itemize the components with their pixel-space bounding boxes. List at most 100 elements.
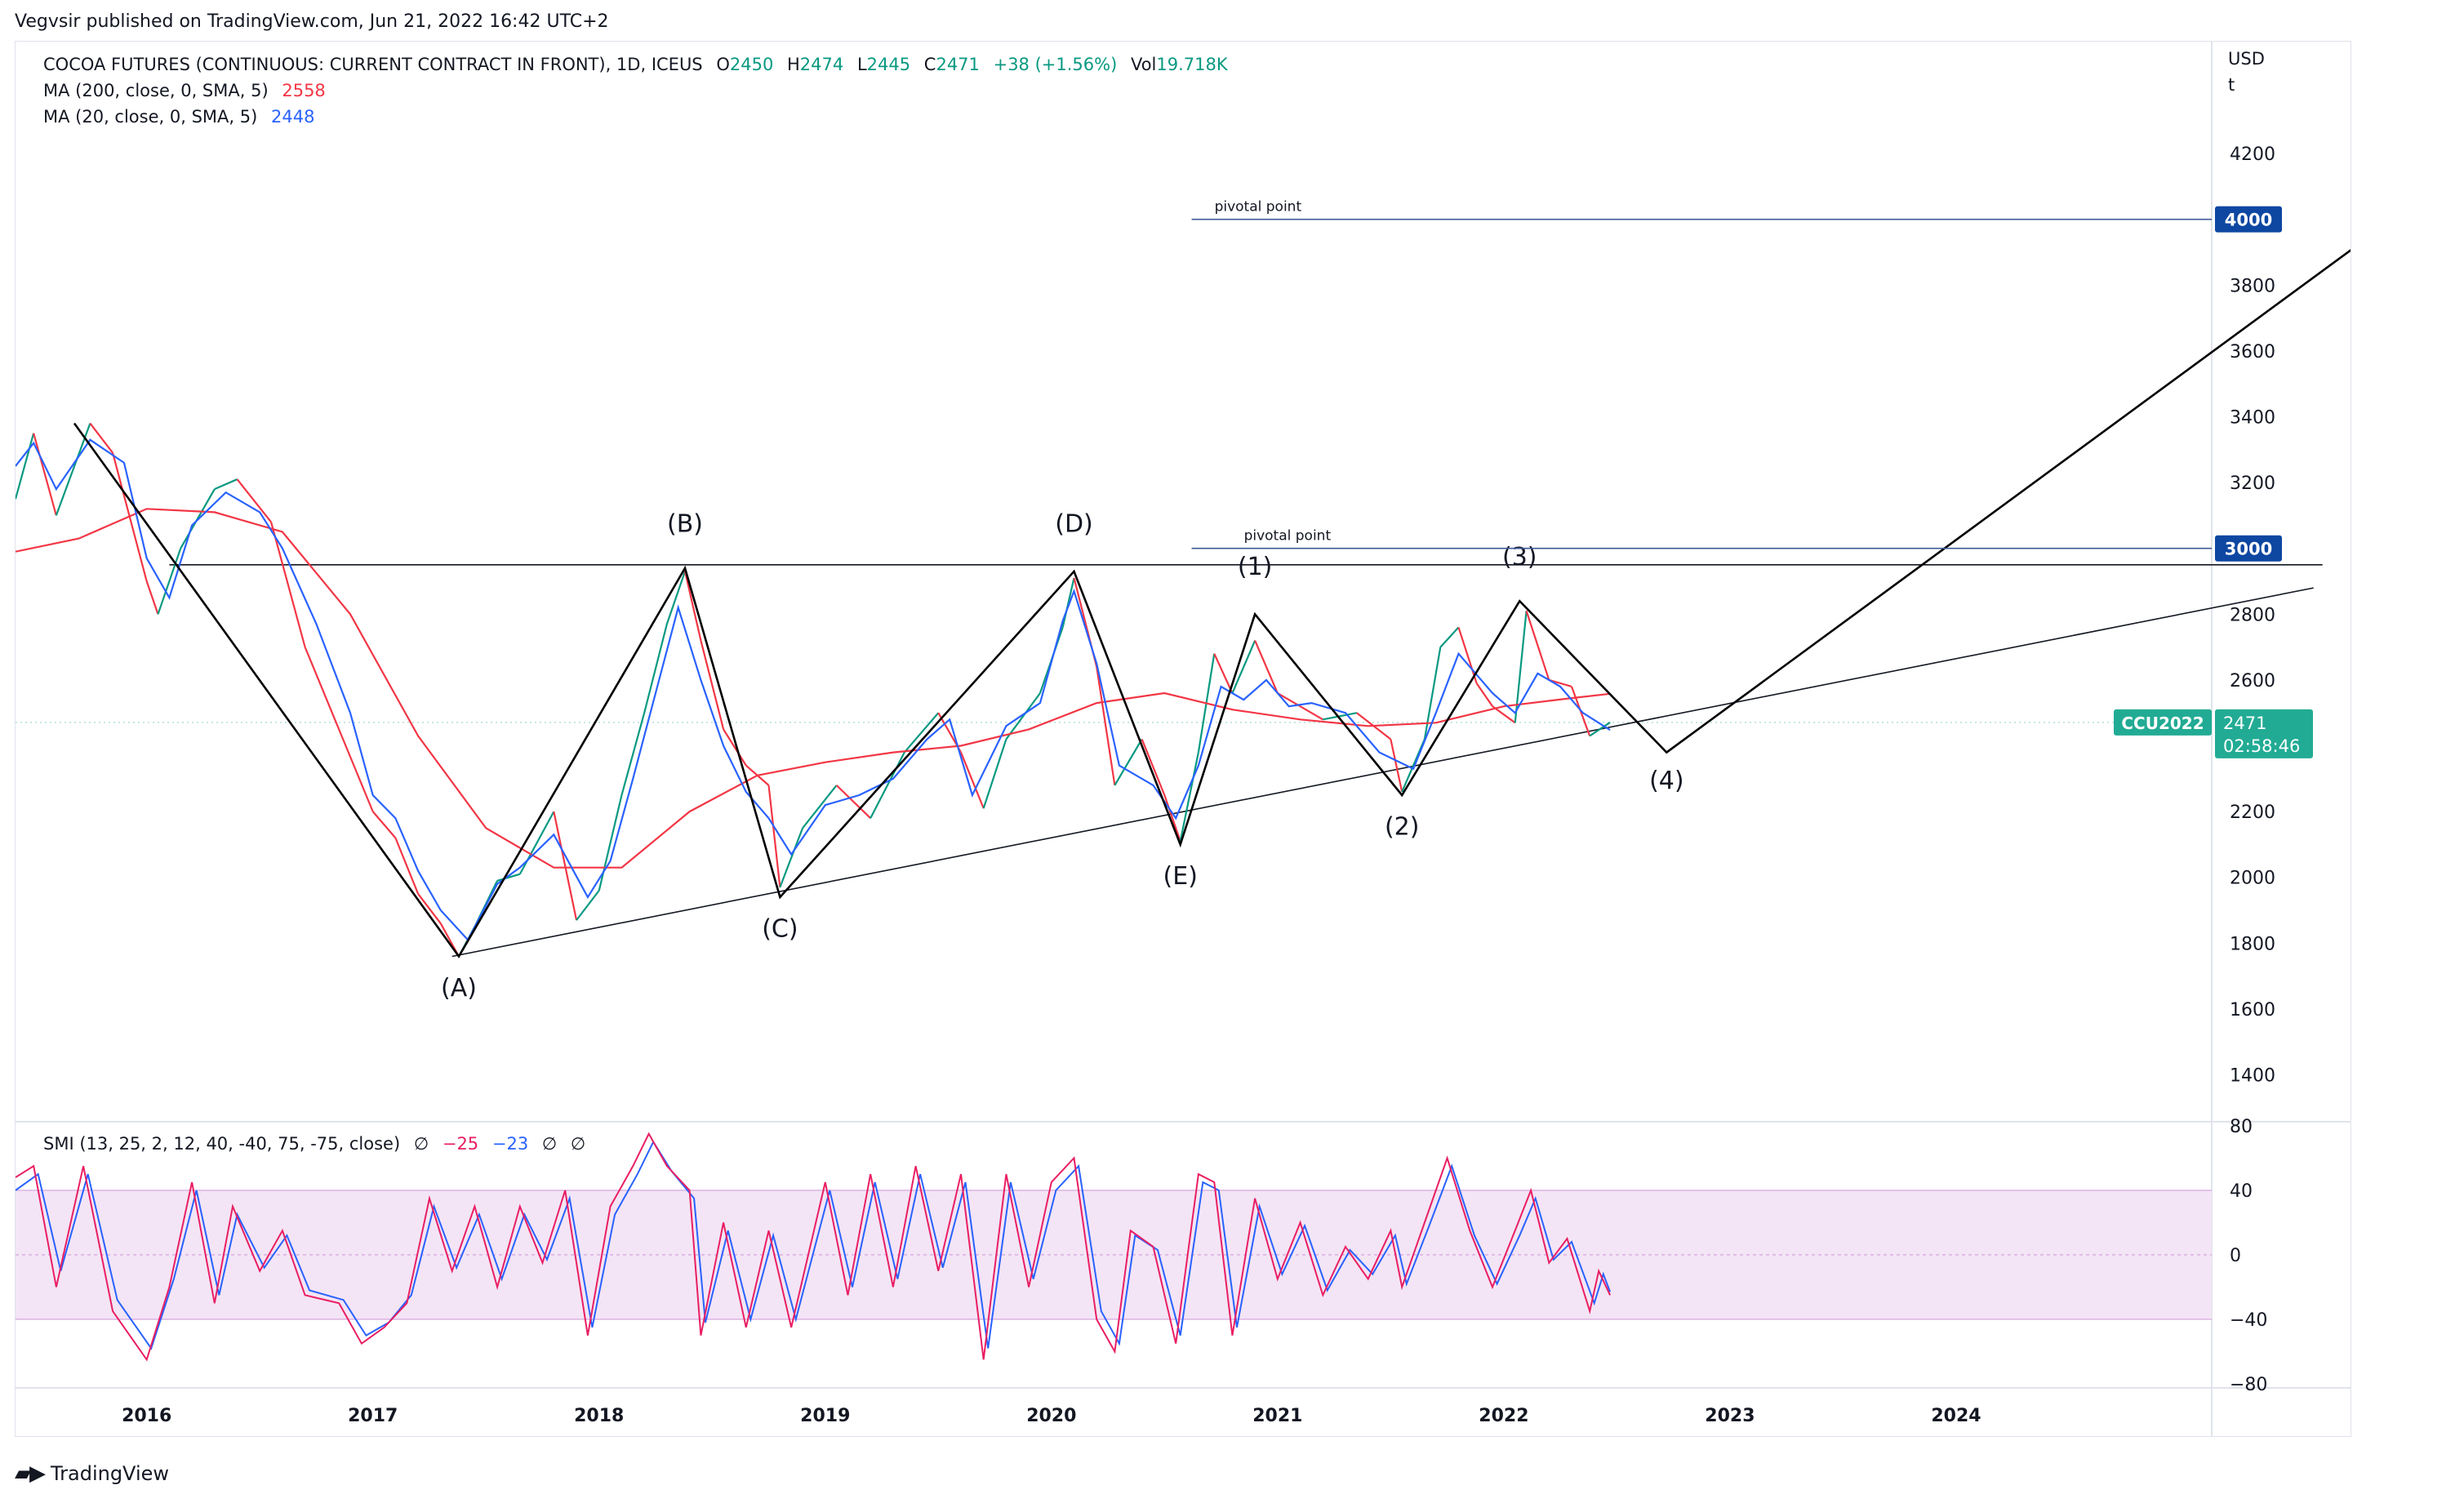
legend-change: +38 (+1.56%) bbox=[993, 55, 1118, 74]
price-tick-label: 2800 bbox=[2230, 605, 2275, 625]
symbol-badge-label: CCU2022 bbox=[2121, 714, 2204, 733]
legend-symbol-title[interactable]: COCOA FUTURES (CONTINUOUS: CURRENT CONTR… bbox=[43, 55, 703, 74]
price-segment bbox=[598, 794, 623, 892]
wave-label: (A) bbox=[441, 974, 477, 1003]
legend-ma200-value: 2558 bbox=[282, 81, 326, 100]
smi-tick-label: −80 bbox=[2230, 1375, 2267, 1395]
legend-smi-row[interactable]: SMI (13, 25, 2, 12, 40, -40, 75, -75, cl… bbox=[43, 1134, 594, 1154]
price-segment bbox=[1163, 794, 1181, 842]
price-segment bbox=[1323, 712, 1358, 721]
chart-svg[interactable]: USDt140016001800200022002400260028003000… bbox=[16, 42, 2351, 1436]
wave-label: (4) bbox=[1649, 767, 1684, 795]
pivot-badge-label: 3000 bbox=[2225, 540, 2272, 559]
legend-close-label: C bbox=[923, 55, 936, 74]
chart-frame[interactable]: USDt140016001800200022002400260028003000… bbox=[15, 41, 2351, 1437]
price-axis-unit: t bbox=[2228, 75, 2235, 95]
price-segment bbox=[767, 785, 781, 887]
legend-smi-label: SMI (13, 25, 2, 12, 40, -40, 75, -75, cl… bbox=[43, 1134, 401, 1154]
time-tick-label: 2022 bbox=[1479, 1406, 1528, 1426]
time-tick-label: 2021 bbox=[1252, 1406, 1302, 1426]
price-segment bbox=[371, 811, 397, 839]
legend-vol-value: 19.718K bbox=[1156, 55, 1228, 74]
pivot-label: pivotal point bbox=[1244, 528, 1332, 545]
price-tick-label: 1400 bbox=[2230, 1066, 2275, 1087]
price-segment bbox=[214, 478, 238, 491]
price-tick-label: 3400 bbox=[2230, 407, 2275, 428]
smi-tick-label: −40 bbox=[2230, 1310, 2267, 1331]
price-segment bbox=[959, 752, 985, 809]
price-segment bbox=[496, 873, 521, 882]
legend-open-value: 2450 bbox=[729, 55, 774, 74]
ma20-line bbox=[16, 438, 1611, 942]
legend-ma200-row[interactable]: MA (200, close, 0, SMA, 5) 2558 bbox=[43, 81, 334, 100]
pivot-badge bbox=[2215, 535, 2282, 562]
price-segment bbox=[620, 712, 646, 796]
price-segment bbox=[1589, 721, 1611, 737]
price-segment bbox=[394, 837, 420, 895]
price-segment bbox=[802, 785, 838, 829]
price-segment bbox=[236, 478, 272, 523]
price-segment bbox=[576, 890, 600, 921]
elliott-wave-line bbox=[73, 248, 2351, 958]
legend-vol-label: Vol bbox=[1130, 55, 1157, 74]
wave-label: (1) bbox=[1238, 553, 1273, 581]
price-segment bbox=[304, 647, 340, 730]
price-segment bbox=[683, 571, 702, 641]
price-segment bbox=[145, 580, 159, 615]
tradingview-logo-icon: ▰▶ bbox=[15, 1461, 46, 1486]
price-axis-currency: USD bbox=[2228, 49, 2265, 69]
price-tick-label: 3200 bbox=[2230, 474, 2275, 494]
price-tick-label: 3600 bbox=[2230, 342, 2275, 362]
wave-label: (E) bbox=[1163, 862, 1198, 891]
legend-low-label: L bbox=[856, 55, 867, 74]
price-segment bbox=[338, 728, 374, 812]
price-segment bbox=[89, 422, 113, 454]
wave-label: (D) bbox=[1055, 510, 1093, 539]
price-segment bbox=[1213, 653, 1234, 694]
price-segment bbox=[1096, 666, 1116, 786]
price-tick-label: 3800 bbox=[2230, 276, 2275, 296]
price-segment bbox=[870, 752, 905, 819]
price-segment bbox=[1514, 611, 1528, 723]
price-segment bbox=[1423, 647, 1442, 740]
price-segment bbox=[643, 624, 668, 714]
price-segment bbox=[518, 811, 555, 875]
legend-high-value: 2474 bbox=[799, 55, 844, 74]
legend-symbol-row: COCOA FUTURES (CONTINUOUS: CURRENT CONTR… bbox=[43, 55, 1236, 74]
smi-line bbox=[16, 1132, 1612, 1362]
wave-label: (2) bbox=[1385, 812, 1420, 841]
legend-open-label: O bbox=[716, 55, 730, 74]
time-tick-label: 2023 bbox=[1705, 1406, 1755, 1426]
price-segment bbox=[33, 433, 57, 516]
price-segment bbox=[1114, 738, 1143, 786]
price-segment bbox=[1231, 640, 1256, 694]
price-segment bbox=[1475, 683, 1493, 707]
pivot-badge-label: 4000 bbox=[2225, 211, 2272, 230]
price-segment bbox=[723, 728, 747, 767]
time-tick-label: 2016 bbox=[122, 1406, 171, 1426]
price-segment bbox=[1254, 640, 1279, 694]
price-segment bbox=[1548, 678, 1572, 688]
price-segment bbox=[1299, 705, 1323, 721]
legend-smi-v3: −23 bbox=[491, 1134, 529, 1154]
smi-tick-label: 80 bbox=[2230, 1117, 2253, 1137]
wave-label: (C) bbox=[762, 914, 798, 943]
price-tick-label: 1600 bbox=[2230, 1000, 2275, 1020]
price-tick-label: 2000 bbox=[2230, 869, 2275, 889]
price-segment bbox=[1439, 626, 1460, 648]
price-tick-label: 2200 bbox=[2230, 803, 2275, 823]
price-tick-label: 4200 bbox=[2230, 145, 2275, 165]
time-tick-label: 2019 bbox=[800, 1406, 850, 1426]
price-segment bbox=[1277, 692, 1301, 708]
price-segment bbox=[665, 571, 687, 625]
footer[interactable]: ▰▶ TradingView bbox=[15, 1461, 169, 1486]
legend-ma20-row[interactable]: MA (20, close, 0, SMA, 5) 2448 bbox=[43, 107, 322, 127]
publisher-line: Vegvsir published on TradingView.com, Ju… bbox=[15, 11, 609, 32]
time-tick-label: 2018 bbox=[574, 1406, 624, 1426]
price-tick-label: 1800 bbox=[2230, 934, 2275, 954]
price-segment bbox=[1005, 692, 1041, 740]
legend-smi-v2: −25 bbox=[442, 1134, 479, 1154]
wave-label: (3) bbox=[1502, 543, 1537, 571]
wave-label: (B) bbox=[667, 510, 703, 539]
legend-high-label: H bbox=[787, 55, 800, 74]
